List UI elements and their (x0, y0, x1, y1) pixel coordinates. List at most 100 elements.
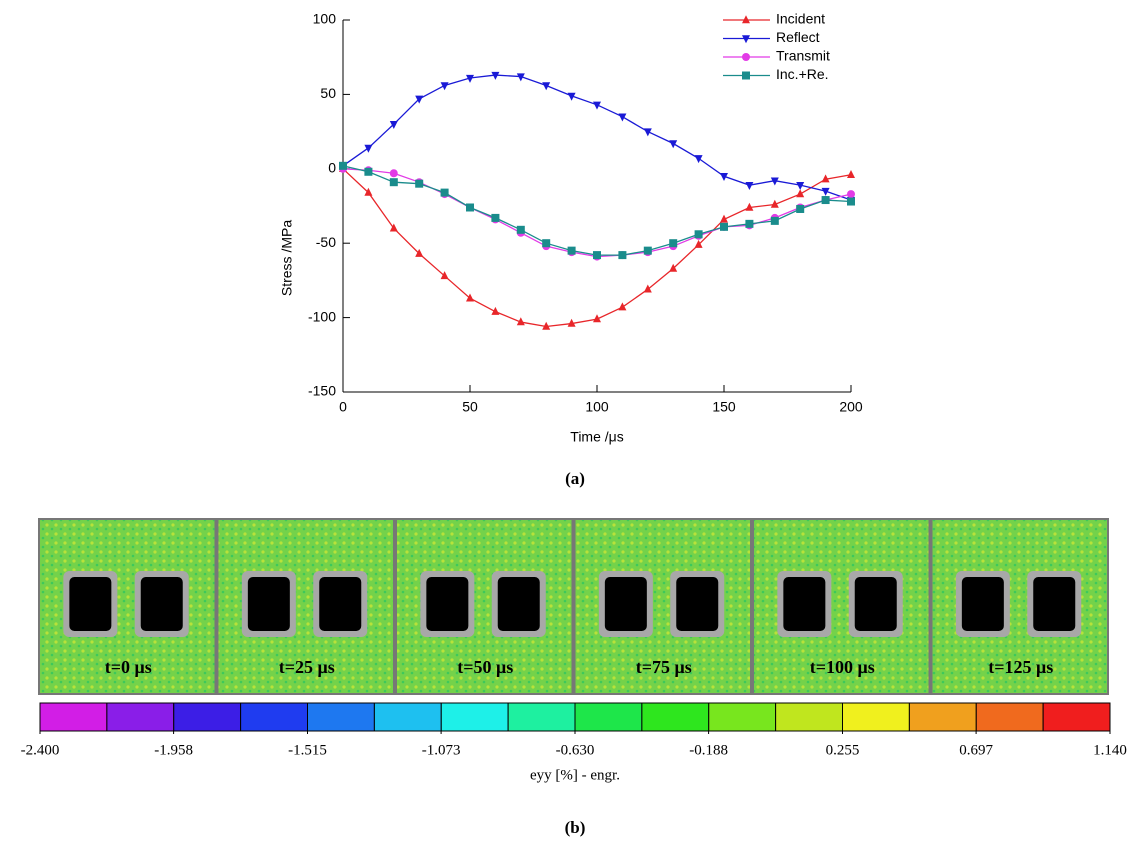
frame-label: t=100 μs (810, 657, 875, 677)
y-tick-label: 0 (328, 160, 336, 176)
hole (783, 577, 825, 631)
marker (364, 168, 372, 176)
hole (855, 577, 897, 631)
hole (676, 577, 718, 631)
marker (771, 217, 779, 225)
marker (742, 53, 750, 61)
marker (695, 230, 703, 238)
legend-label: Incident (776, 11, 825, 27)
marker (644, 247, 652, 255)
frame-label: t=25 μs (279, 657, 335, 677)
y-tick-label: -50 (316, 234, 336, 250)
legend-label: Inc.+Re. (776, 66, 829, 82)
frame-label: t=75 μs (636, 657, 692, 677)
series-line (343, 169, 851, 327)
marker (618, 114, 626, 122)
marker (415, 180, 423, 188)
marker (618, 251, 626, 259)
marker (364, 145, 372, 153)
colorbar-tick-label: -1.515 (288, 742, 327, 758)
marker (745, 220, 753, 228)
marker (491, 214, 499, 222)
x-tick-label: 100 (585, 399, 609, 415)
marker (339, 162, 347, 170)
y-tick-label: -150 (308, 383, 336, 399)
frames: t=0 μs t=25 μs t=50 μs t=75 μs t=100 μs t=125… (39, 519, 1108, 694)
marker (745, 182, 753, 190)
color-swatch (642, 703, 709, 731)
figure: Stress /MPa Time /μs (a) (b) eyy [%] - e… (0, 0, 1140, 847)
hole (248, 577, 290, 631)
frame-label: t=125 μs (988, 657, 1053, 677)
hole (498, 577, 540, 631)
color-swatch (107, 703, 174, 731)
colorbar-tick-label: -1.958 (154, 742, 193, 758)
marker (796, 189, 804, 197)
marker (720, 223, 728, 231)
hole (1033, 577, 1075, 631)
marker (742, 35, 750, 43)
marker (441, 271, 449, 279)
hole (69, 577, 111, 631)
marker (517, 226, 525, 234)
colorbar-tick-label: 0.255 (826, 742, 860, 758)
color-swatch (575, 703, 642, 731)
colorbar-tick-label: -0.188 (689, 742, 728, 758)
hole (426, 577, 468, 631)
hole (605, 577, 647, 631)
color-swatch (976, 703, 1043, 731)
y-tick-label: -100 (308, 308, 336, 324)
x-tick-label: 50 (462, 399, 478, 415)
color-swatch (174, 703, 241, 731)
marker (669, 239, 677, 247)
hole (962, 577, 1004, 631)
y-tick-label: 100 (313, 11, 337, 27)
marker (796, 205, 804, 213)
color-swatch (40, 703, 107, 731)
color-swatch (374, 703, 441, 731)
colorbar-tick-label: -0.630 (556, 742, 595, 758)
color-swatch (776, 703, 843, 731)
color-swatch (909, 703, 976, 731)
marker (390, 169, 398, 177)
color-swatch (709, 703, 776, 731)
colorbar-title: eyy [%] - engr. (530, 767, 620, 783)
marker (466, 293, 474, 301)
marker (441, 189, 449, 197)
x-tick-label: 200 (839, 399, 863, 415)
marker (822, 196, 830, 204)
marker (847, 190, 855, 198)
legend-label: Reflect (776, 29, 820, 45)
marker (695, 155, 703, 163)
hole (141, 577, 183, 631)
marker (390, 121, 398, 129)
marker (364, 188, 372, 196)
marker (542, 239, 550, 247)
y-axis-title: Stress /MPa (279, 220, 295, 296)
x-axis-title: Time /μs (570, 429, 623, 445)
marker (593, 251, 601, 259)
marker (669, 140, 677, 148)
marker (669, 264, 677, 272)
frame-label: t=50 μs (457, 657, 513, 677)
color-swatch (308, 703, 375, 731)
marker (390, 178, 398, 186)
hole (319, 577, 361, 631)
color-swatch (508, 703, 575, 731)
colorbar-tick-label: -1.073 (422, 742, 461, 758)
color-swatch (241, 703, 308, 731)
marker (644, 285, 652, 293)
caption: (a) (565, 469, 585, 488)
color-swatch (1043, 703, 1110, 731)
x-tick-label: 150 (712, 399, 736, 415)
marker (466, 203, 474, 211)
colorbar-tick-label: 1.140 (1093, 742, 1127, 758)
caption: (b) (565, 818, 586, 837)
marker (742, 72, 750, 80)
color-swatch (843, 703, 910, 731)
legend-label: Transmit (776, 48, 830, 64)
colorbar-tick-label: 0.697 (959, 742, 993, 758)
colorbar-tick-label: -2.400 (21, 742, 60, 758)
frame-label: t=0 μs (105, 657, 152, 677)
y-tick-label: 50 (320, 85, 336, 101)
